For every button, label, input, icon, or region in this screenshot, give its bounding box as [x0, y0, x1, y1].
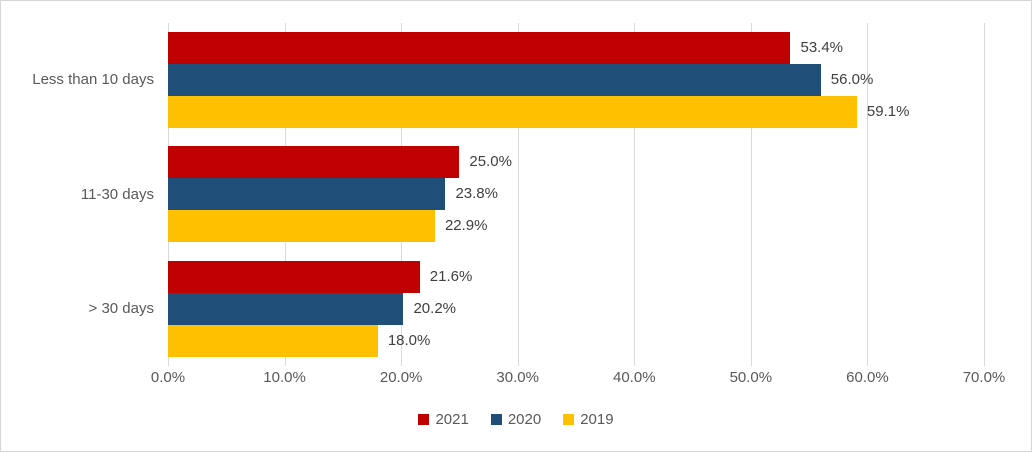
plot-area: 53.4% 56.0% 59.1% 25.0% 23.8% 22.9% 21.6% 20.2%…	[168, 23, 985, 366]
legend-label: 2021	[435, 411, 469, 428]
bar-data-label: 53.4%	[800, 39, 844, 57]
bar-data-label: 25.0%	[469, 153, 512, 171]
category-label: Less than 10 days	[32, 71, 154, 89]
x-axis: 0.0% 10.0% 20.0% 30.0% 40.0% 50.0% 60.0% 70.0%	[1, 369, 1031, 389]
x-tick-label: 20.0%	[379, 369, 423, 386]
bar-2021-0	[168, 32, 791, 65]
x-tick-label: 0.0%	[150, 369, 186, 386]
bar-data-label: 21.6%	[429, 267, 473, 285]
gridline	[634, 23, 636, 366]
gridline	[750, 23, 752, 366]
x-tick-label: 10.0%	[263, 369, 306, 386]
category-group: 25.0% 23.8% 22.9%	[168, 137, 984, 251]
legend-label: 2019	[580, 411, 614, 428]
bar-2021-2	[168, 260, 420, 293]
x-tick-label: 30.0%	[496, 369, 539, 386]
bar-2020-2	[168, 292, 404, 325]
gridline	[984, 23, 985, 366]
x-tick-label: 60.0%	[846, 369, 889, 386]
bar-2020-0	[168, 64, 821, 97]
legend-item-2021: 2021	[418, 411, 469, 428]
bar-data-label: 22.9%	[444, 217, 488, 235]
legend-swatch-icon	[490, 414, 502, 425]
legend: 2021 2020 2019	[1, 411, 1031, 428]
legend-swatch-icon	[418, 414, 430, 425]
bar-2021-1	[168, 146, 460, 179]
bar-2020-1	[168, 178, 446, 211]
bar-2019-2	[168, 324, 378, 357]
bar-2019-0	[168, 96, 857, 129]
legend-item-2019: 2019	[563, 411, 614, 428]
bar-2019-1	[168, 210, 435, 243]
category-group: 21.6% 20.2% 18.0%	[168, 252, 984, 366]
bar-data-label: 59.1%	[866, 103, 910, 121]
gridline	[517, 23, 519, 366]
category-group: 53.4% 56.0% 59.1%	[168, 23, 984, 137]
legend-label: 2020	[507, 411, 542, 428]
x-tick-label: 40.0%	[613, 369, 656, 386]
bar-data-label: 56.0%	[830, 71, 874, 89]
gridline	[867, 23, 869, 366]
legend-item-2020: 2020	[490, 411, 542, 428]
bar-data-label: 20.2%	[413, 299, 457, 317]
bar-data-label: 18.0%	[387, 331, 431, 349]
category-label: 11-30 days	[80, 185, 154, 203]
category-label: > 30 days	[88, 299, 154, 317]
bar-data-label: 23.8%	[455, 185, 498, 203]
x-tick-label: 50.0%	[729, 369, 773, 386]
x-tick-label: 70.0%	[962, 369, 1006, 386]
legend-swatch-icon	[563, 414, 575, 425]
